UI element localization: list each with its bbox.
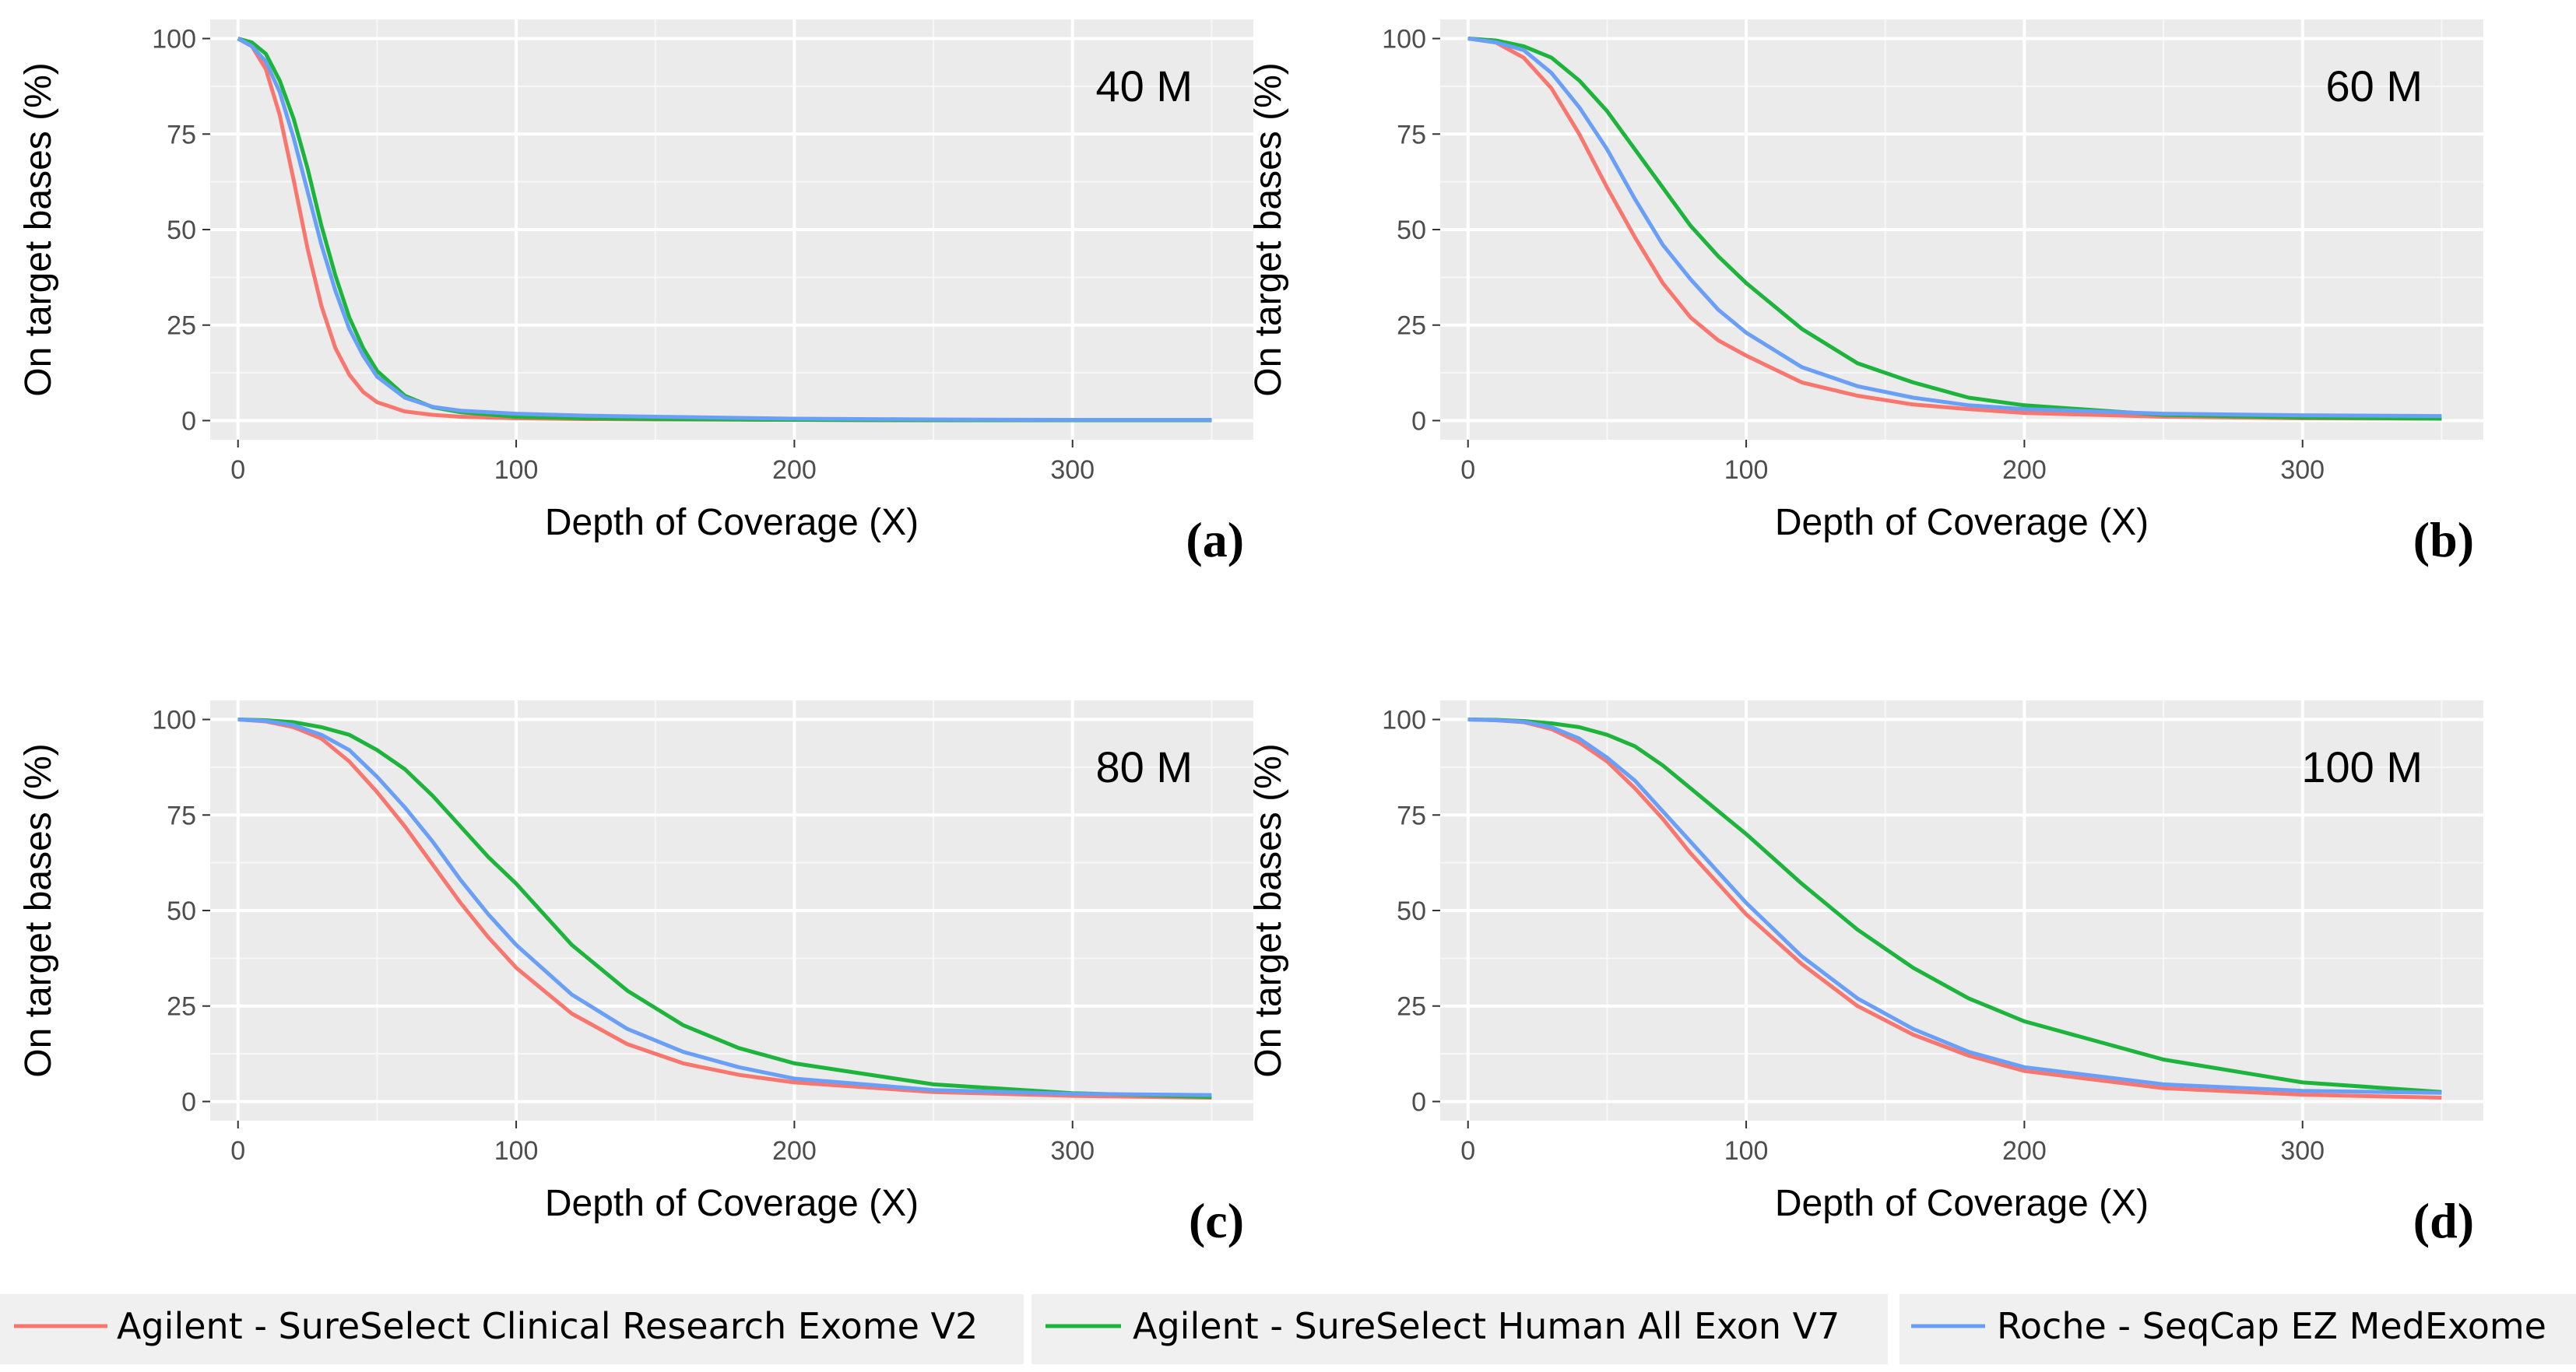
x-axis-title: Depth of Coverage (X) bbox=[1775, 1183, 2149, 1224]
y-axis-title: On target bases (%) bbox=[18, 743, 59, 1078]
x-tick-label: 300 bbox=[2280, 1136, 2325, 1166]
series-line-c-1 bbox=[237, 718, 1212, 1100]
panel-label: (a) bbox=[1186, 512, 1244, 567]
y-axis-title: On target bases (%) bbox=[1248, 62, 1289, 397]
legend-item-bg-human-all-exon bbox=[1031, 1294, 1888, 1364]
x-tick-label: 300 bbox=[1050, 1136, 1095, 1166]
x-tick-label: 100 bbox=[1724, 1136, 1769, 1166]
x-tick-label: 0 bbox=[230, 455, 245, 485]
y-axis-title: On target bases (%) bbox=[1248, 743, 1289, 1078]
legend-label-medexome: Roche - SeqCap EZ MedExome bbox=[1997, 1305, 2546, 1347]
y-tick-label: 100 bbox=[1382, 706, 1426, 735]
x-axis-title: Depth of Coverage (X) bbox=[545, 1183, 919, 1224]
panel-label: (c) bbox=[1189, 1193, 1244, 1248]
x-tick-label: 200 bbox=[772, 1136, 817, 1166]
panel-label: (d) bbox=[2413, 1193, 2474, 1248]
x-tick-label: 100 bbox=[494, 455, 539, 485]
x-tick-label: 300 bbox=[2280, 455, 2325, 485]
x-tick-label: 0 bbox=[1460, 455, 1475, 485]
legend: Agilent - SureSelect Clinical Research E… bbox=[0, 1294, 2576, 1364]
x-tick-label: 100 bbox=[1724, 455, 1769, 485]
y-tick-label: 0 bbox=[1411, 1087, 1426, 1117]
series-line-c-2 bbox=[237, 718, 1212, 1097]
y-tick-label: 25 bbox=[167, 311, 196, 341]
reads-annotation: 40 M bbox=[1096, 61, 1193, 111]
series-line-d-2 bbox=[1467, 718, 2442, 1095]
legend-item-bg-medexome bbox=[1899, 1294, 2576, 1364]
y-tick-label: 50 bbox=[1397, 897, 1426, 926]
x-tick-label: 200 bbox=[2002, 1136, 2047, 1166]
x-axis-title: Depth of Coverage (X) bbox=[545, 502, 919, 543]
series-line-b-0 bbox=[1467, 37, 2442, 421]
x-tick-label: 300 bbox=[1050, 455, 1095, 485]
y-tick-label: 25 bbox=[1397, 992, 1426, 1022]
y-tick-label: 25 bbox=[1397, 311, 1426, 341]
series-line-c-0 bbox=[237, 718, 1212, 1100]
y-axis-title: On target bases (%) bbox=[18, 62, 59, 397]
y-tick-label: 50 bbox=[167, 216, 196, 245]
series-line-b-2 bbox=[1467, 37, 2442, 419]
legend-label-human-all-exon: Agilent - SureSelect Human All Exon V7 bbox=[1133, 1305, 1840, 1347]
y-tick-label: 75 bbox=[167, 801, 196, 830]
y-tick-label: 75 bbox=[167, 120, 196, 149]
y-tick-label: 0 bbox=[181, 1087, 196, 1117]
y-tick-label: 50 bbox=[1397, 216, 1426, 245]
series-line-d-1 bbox=[1467, 718, 2442, 1094]
series-line-a-2 bbox=[237, 37, 1212, 422]
y-tick-label: 75 bbox=[1397, 120, 1426, 149]
reads-annotation: 60 M bbox=[2326, 61, 2423, 111]
series-line-b-1 bbox=[1467, 37, 2442, 421]
y-tick-label: 100 bbox=[1382, 25, 1426, 54]
legend-label-clinical-research: Agilent - SureSelect Clinical Research E… bbox=[117, 1305, 978, 1347]
reads-annotation: 100 M bbox=[2301, 742, 2423, 791]
legend-item-bg-clinical-research bbox=[0, 1294, 1024, 1364]
x-tick-label: 200 bbox=[772, 455, 817, 485]
x-tick-label: 0 bbox=[1460, 1136, 1475, 1166]
x-axis-title: Depth of Coverage (X) bbox=[1775, 502, 2149, 543]
x-tick-label: 100 bbox=[494, 1136, 539, 1166]
y-tick-label: 100 bbox=[152, 25, 196, 54]
y-tick-label: 75 bbox=[1397, 801, 1426, 830]
x-tick-label: 0 bbox=[230, 1136, 245, 1166]
y-tick-label: 100 bbox=[152, 706, 196, 735]
y-tick-label: 50 bbox=[167, 897, 196, 926]
x-tick-label: 200 bbox=[2002, 455, 2047, 485]
reads-annotation: 80 M bbox=[1096, 742, 1193, 791]
y-tick-label: 25 bbox=[167, 992, 196, 1022]
panel-label: (b) bbox=[2413, 512, 2474, 567]
y-tick-label: 0 bbox=[181, 406, 196, 436]
y-tick-label: 0 bbox=[1411, 406, 1426, 436]
